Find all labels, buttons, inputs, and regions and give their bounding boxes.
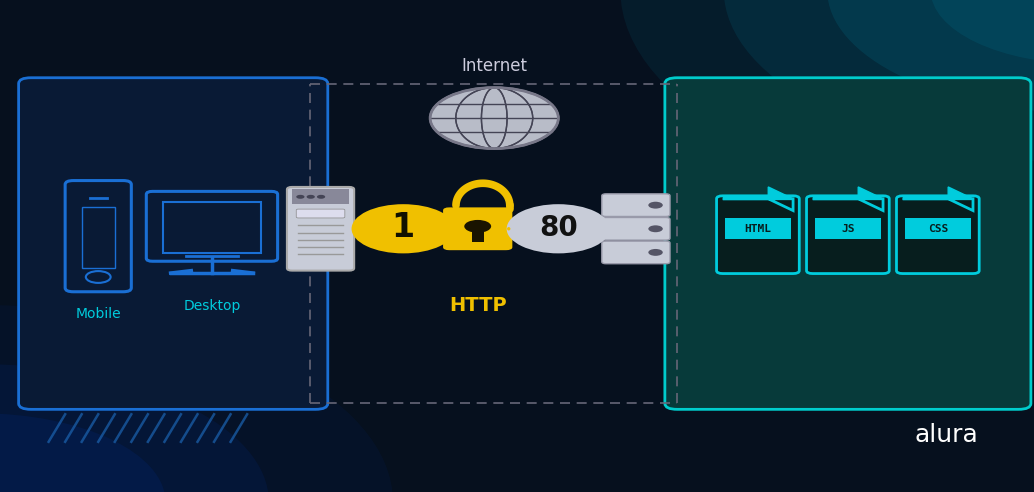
FancyBboxPatch shape: [896, 196, 979, 274]
FancyBboxPatch shape: [807, 196, 889, 274]
Circle shape: [724, 0, 1034, 162]
Circle shape: [648, 202, 663, 209]
FancyBboxPatch shape: [472, 228, 484, 242]
Polygon shape: [903, 199, 973, 211]
FancyBboxPatch shape: [905, 218, 971, 239]
Circle shape: [648, 249, 663, 256]
Circle shape: [0, 413, 165, 492]
Circle shape: [507, 204, 610, 253]
Text: 1: 1: [392, 211, 415, 244]
FancyBboxPatch shape: [602, 217, 670, 240]
Polygon shape: [813, 199, 883, 211]
Text: Desktop: Desktop: [183, 299, 241, 312]
Text: JS: JS: [841, 224, 855, 234]
FancyBboxPatch shape: [19, 78, 328, 409]
Circle shape: [306, 195, 314, 199]
Polygon shape: [723, 199, 793, 211]
Circle shape: [827, 0, 1034, 113]
Circle shape: [296, 195, 304, 199]
FancyBboxPatch shape: [292, 189, 348, 204]
FancyBboxPatch shape: [717, 196, 799, 274]
Circle shape: [430, 88, 558, 149]
Circle shape: [931, 0, 1034, 64]
Text: alura: alura: [914, 424, 978, 447]
FancyBboxPatch shape: [602, 241, 670, 264]
Text: HTML: HTML: [744, 224, 771, 234]
Text: CSS: CSS: [927, 224, 948, 234]
Circle shape: [316, 195, 326, 199]
FancyBboxPatch shape: [286, 187, 354, 271]
Text: Internet: Internet: [461, 57, 527, 75]
FancyBboxPatch shape: [443, 207, 513, 250]
Circle shape: [0, 364, 269, 492]
Circle shape: [620, 0, 1034, 212]
Text: Mobile: Mobile: [75, 308, 121, 321]
Circle shape: [648, 225, 663, 232]
Polygon shape: [948, 187, 973, 199]
Circle shape: [464, 220, 491, 233]
Circle shape: [352, 204, 455, 253]
Polygon shape: [858, 187, 883, 199]
FancyBboxPatch shape: [296, 209, 344, 218]
FancyBboxPatch shape: [725, 218, 791, 239]
FancyBboxPatch shape: [815, 218, 881, 239]
Text: HTTP: HTTP: [449, 296, 507, 314]
Text: 80: 80: [539, 214, 578, 242]
Polygon shape: [768, 187, 793, 199]
FancyBboxPatch shape: [602, 194, 670, 216]
FancyBboxPatch shape: [665, 78, 1031, 409]
Circle shape: [0, 305, 393, 492]
